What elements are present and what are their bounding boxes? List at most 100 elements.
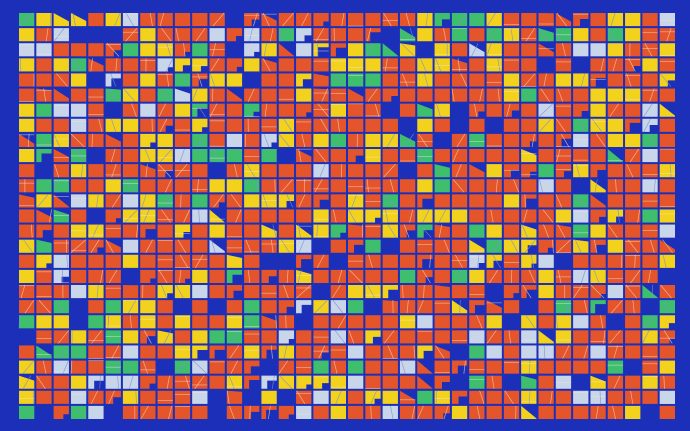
cell (330, 209, 346, 223)
cell (503, 360, 520, 374)
cell (192, 43, 208, 57)
cell (365, 269, 381, 283)
cell (642, 13, 658, 27)
cell (330, 360, 346, 374)
cell (348, 164, 364, 178)
cell (53, 254, 69, 268)
cell (365, 375, 381, 389)
cell (226, 179, 243, 193)
cell (607, 269, 624, 283)
cell (278, 133, 295, 147)
cell-line (283, 345, 288, 359)
cell (590, 254, 606, 268)
cell (538, 300, 554, 314)
cut-cell (313, 345, 329, 359)
cell (261, 239, 277, 253)
cell-line (283, 284, 289, 299)
cell-line (383, 163, 396, 178)
cell-line (555, 315, 558, 329)
cell (486, 179, 502, 193)
cell (313, 58, 329, 72)
cell-line (459, 300, 461, 314)
cell-line (389, 179, 395, 193)
cell (226, 405, 243, 419)
wedge-cell (417, 375, 433, 389)
cell-line (417, 405, 424, 420)
cell (313, 315, 329, 329)
cell (399, 254, 416, 268)
cell (88, 13, 104, 27)
cell (538, 88, 554, 102)
cell (226, 149, 243, 163)
cell-line (90, 390, 98, 405)
cut-cell (590, 239, 606, 253)
cell (296, 194, 312, 208)
cell (192, 239, 208, 253)
cell (486, 269, 502, 283)
cell (174, 28, 191, 42)
cell (434, 269, 450, 283)
cut-cell (451, 360, 468, 374)
cell-line (315, 148, 327, 163)
cell-line (474, 103, 478, 117)
cut-cell (244, 360, 260, 374)
cell (469, 209, 485, 223)
cell (659, 300, 675, 314)
cell (278, 224, 295, 238)
cell (659, 345, 675, 359)
cell-line (543, 224, 550, 238)
cell-line (452, 178, 465, 193)
cell-line (510, 28, 514, 42)
cell (209, 88, 225, 102)
cell (19, 103, 35, 117)
cell (365, 254, 381, 268)
cut-cell (313, 375, 329, 389)
cell-line (557, 88, 564, 102)
cell (140, 194, 156, 208)
cut-cell (261, 269, 277, 283)
cell (365, 179, 381, 193)
cell-line (54, 27, 65, 42)
cell (451, 209, 468, 223)
cell (174, 209, 191, 223)
cell-line (19, 58, 22, 72)
cut-cell (469, 254, 485, 268)
cell (642, 133, 658, 147)
cell (590, 28, 606, 42)
cell (348, 405, 364, 419)
cell (313, 269, 329, 283)
cell-line (429, 254, 431, 268)
cell (122, 164, 139, 178)
cell (105, 285, 121, 299)
cell (434, 315, 450, 329)
cell (261, 179, 277, 193)
cut-cell (451, 390, 468, 404)
cell-line (413, 345, 416, 359)
cell (88, 285, 104, 299)
cell (382, 209, 398, 223)
cell-line (348, 209, 357, 223)
cut-cell (486, 254, 502, 268)
cell (348, 73, 364, 87)
cell (313, 28, 329, 42)
cell-line (100, 269, 104, 284)
cell (521, 390, 537, 404)
cell (573, 133, 589, 147)
cell-line (653, 179, 656, 193)
cell (573, 28, 589, 42)
cell (330, 375, 346, 389)
cell-line (183, 43, 186, 57)
cell (105, 254, 121, 268)
cell (382, 73, 398, 87)
cell (451, 13, 468, 27)
cell (157, 390, 173, 404)
cell-line (128, 375, 134, 389)
cell-line (319, 163, 326, 178)
cell-line (423, 284, 425, 299)
cell-line (406, 300, 409, 314)
cell-line (66, 254, 68, 268)
cell (192, 405, 208, 419)
cell (417, 149, 433, 163)
cell (469, 73, 485, 87)
cell-line (111, 118, 117, 133)
